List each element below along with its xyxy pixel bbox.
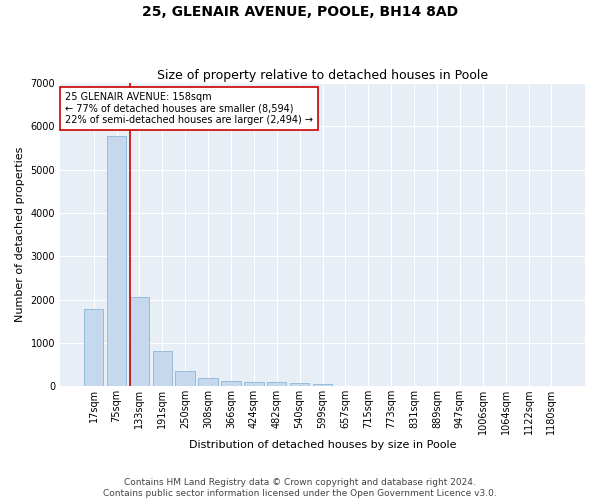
Bar (130, 297, 149, 386)
Text: 25 GLENAIR AVENUE: 158sqm
← 77% of detached houses are smaller (8,594)
22% of se: 25 GLENAIR AVENUE: 158sqm ← 77% of detac… (65, 92, 313, 126)
Bar (199, 378, 218, 386)
Bar (84, 309, 103, 386)
Bar (107, 136, 126, 386)
Bar (290, 382, 310, 386)
X-axis label: Distribution of detached houses by size in Poole: Distribution of detached houses by size … (189, 440, 456, 450)
Bar (175, 372, 195, 386)
Bar (313, 384, 332, 386)
Bar (267, 382, 286, 386)
Text: Contains HM Land Registry data © Crown copyright and database right 2024.
Contai: Contains HM Land Registry data © Crown c… (103, 478, 497, 498)
Text: 25, GLENAIR AVENUE, POOLE, BH14 8AD: 25, GLENAIR AVENUE, POOLE, BH14 8AD (142, 5, 458, 19)
Title: Size of property relative to detached houses in Poole: Size of property relative to detached ho… (157, 69, 488, 82)
Bar (244, 382, 263, 386)
Y-axis label: Number of detached properties: Number of detached properties (15, 147, 25, 322)
Bar (221, 381, 241, 386)
Bar (152, 350, 172, 386)
